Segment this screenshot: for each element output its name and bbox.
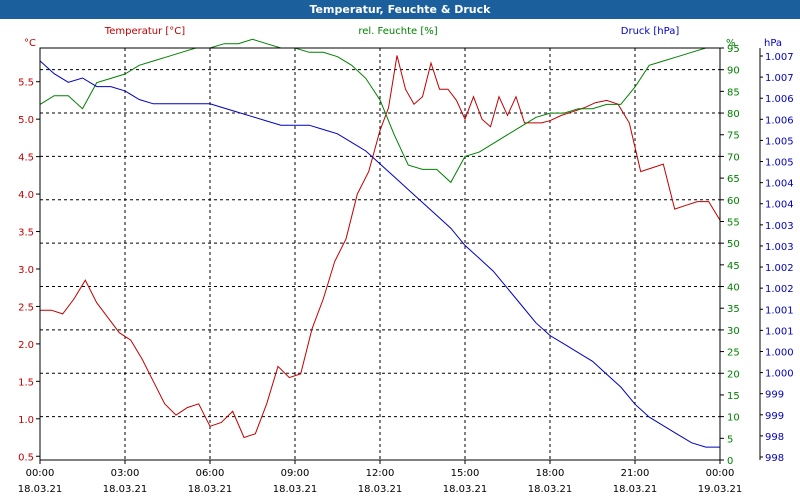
pressure-tick-label: 1.003	[765, 242, 794, 253]
legend-temperature: Temperatur [°C]	[104, 26, 185, 37]
x-tick-label-time: 00:00	[26, 468, 55, 479]
humidity-tick-label: 40	[727, 283, 740, 294]
x-tick-label-date: 18.03.21	[358, 484, 403, 495]
temp-tick-label: 0.5	[18, 452, 34, 463]
pressure-tick-label: 1.001	[765, 305, 794, 316]
humidity-tick-label: 45	[727, 261, 740, 272]
pressure-tick-label: 1.002	[765, 284, 794, 295]
x-tick-label-time: 21:00	[621, 468, 650, 479]
humidity-tick-label: 75	[727, 131, 740, 142]
pressure-tick-label: 1.000	[765, 369, 794, 380]
pressure-tick-label: 1.007	[765, 52, 794, 63]
temp-tick-label: 3.0	[18, 265, 34, 276]
x-tick-label-date: 18.03.21	[273, 484, 318, 495]
x-tick-label-time: 15:00	[451, 468, 480, 479]
axis-labels: 00:00 18.03.21 03:00 18.03.21 06:00 18.03.21 0…	[18, 26, 794, 495]
humidity-tick-label: 55	[727, 217, 740, 228]
temp-tick-label: 1.5	[18, 377, 34, 388]
pressure-tick-label: 1.002	[765, 263, 794, 274]
pressure-tick-label: 999	[765, 390, 784, 401]
pressure-tick-label: 1.005	[765, 136, 794, 147]
x-tick-label-time: 06:00	[196, 468, 225, 479]
pressure-tick-label: 999	[765, 411, 784, 422]
pressure-tick-label: 1.005	[765, 158, 794, 169]
x-tick-label-time: 03:00	[111, 468, 140, 479]
x-tick-label-time: 09:00	[281, 468, 310, 479]
x-tick-label-date: 18.03.21	[528, 484, 573, 495]
humidity-tick-label: 25	[727, 348, 740, 359]
series-line-temperature	[40, 55, 721, 439]
humidity-tick-label: 80	[727, 109, 740, 120]
x-tick-label-date: 18.03.21	[188, 484, 233, 495]
humidity-tick-label: 0	[727, 456, 733, 467]
pressure-tick-label: 1.001	[765, 326, 794, 337]
humidity-tick-label: 30	[727, 326, 740, 337]
humidity-tick-label: 95	[727, 44, 740, 55]
humidity-tick-label: 85	[727, 87, 740, 98]
temp-tick-label: 5.0	[18, 115, 34, 126]
temp-tick-label: 4.0	[18, 190, 34, 201]
humidity-tick-label: 70	[727, 152, 740, 163]
temp-axis-unit: °C	[24, 38, 36, 49]
humidity-tick-label: 90	[727, 66, 740, 77]
series-line-pressure	[39, 60, 720, 448]
pressure-tick-label: 1.004	[765, 200, 794, 211]
pressure-tick-label: 1.004	[765, 179, 794, 190]
temp-tick-label: 4.5	[18, 153, 34, 164]
x-tick-label-date: 18.03.21	[103, 484, 148, 495]
humidity-tick-label: 60	[727, 196, 740, 207]
humidity-tick-label: 5	[727, 434, 733, 445]
humidity-tick-label: 50	[727, 239, 740, 250]
pressure-tick-label: 1.006	[765, 94, 794, 105]
x-tick-label-date: 18.03.21	[613, 484, 658, 495]
grid	[40, 48, 720, 460]
temp-tick-label: 3.5	[18, 228, 34, 239]
pressure-tick-label: 1.000	[765, 347, 794, 358]
chart-title: Temperatur, Feuchte & Druck	[0, 0, 800, 19]
humidity-tick-label: 65	[727, 174, 740, 185]
humidity-tick-label: 35	[727, 304, 740, 315]
x-tick-label-date: 18.03.21	[18, 484, 63, 495]
temp-tick-label: 1.0	[18, 415, 34, 426]
temp-tick-label: 2.0	[18, 340, 34, 351]
pressure-axis-unit: hPa	[764, 38, 782, 49]
series-lines	[39, 38, 721, 448]
pressure-tick-label: 1.007	[765, 73, 794, 84]
series-line-humidity	[39, 38, 720, 184]
temp-tick-label: 5.5	[18, 78, 34, 89]
x-tick-label-time: 00:00	[706, 468, 735, 479]
pressure-tick-label: 998	[765, 432, 784, 443]
humidity-tick-label: 20	[727, 369, 740, 380]
pressure-tick-label: 1.003	[765, 221, 794, 232]
temp-tick-label: 2.5	[18, 302, 34, 313]
x-tick-label-time: 18:00	[536, 468, 565, 479]
legend-humidity: rel. Feuchte [%]	[358, 26, 437, 37]
x-tick-label-date: 19.03.21	[698, 484, 743, 495]
pressure-tick-label: 998	[765, 453, 784, 464]
plot-frame	[36, 47, 763, 464]
legend-pressure: Druck [hPa]	[621, 26, 680, 37]
humidity-axis-unit: %	[726, 38, 736, 49]
x-tick-label-time: 12:00	[366, 468, 395, 479]
pressure-tick-label: 1.006	[765, 115, 794, 126]
humidity-tick-label: 10	[727, 413, 740, 424]
x-tick-label-date: 18.03.21	[443, 484, 488, 495]
humidity-tick-label: 15	[727, 391, 740, 402]
plot-border	[39, 47, 721, 461]
